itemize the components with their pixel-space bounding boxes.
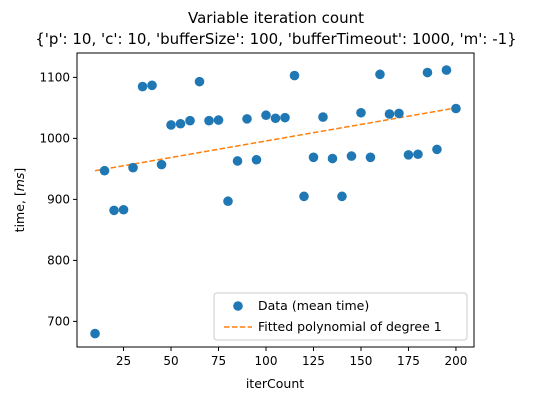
data-point	[100, 166, 110, 176]
x-tick-label: 150	[350, 354, 373, 368]
legend: Data (mean time) Fitted polynomial of de…	[214, 293, 467, 340]
data-point	[423, 68, 433, 78]
y-axis-label: time, [ms]	[12, 168, 27, 233]
data-point	[280, 113, 290, 123]
data-point	[413, 149, 423, 159]
y-tick-label: 1100	[39, 70, 70, 84]
legend-label-fit: Fitted polynomial of degree 1	[258, 319, 442, 334]
y-tick-label: 800	[47, 253, 70, 267]
x-tick-label: 175	[397, 354, 420, 368]
data-point	[233, 156, 243, 166]
data-point	[271, 113, 281, 123]
data-point	[109, 206, 119, 216]
data-point	[223, 196, 233, 206]
data-point	[347, 151, 357, 161]
chart-title: Variable iteration count	[188, 9, 364, 27]
data-point	[309, 153, 319, 163]
data-point	[90, 329, 100, 339]
data-point	[195, 77, 205, 87]
data-point	[328, 154, 338, 164]
y-axis-label-main: time, [	[12, 191, 27, 232]
y-axis-label-unit: ms	[12, 172, 27, 191]
data-point	[366, 153, 376, 163]
data-point	[119, 205, 129, 215]
data-point	[385, 109, 395, 119]
data-point	[204, 116, 214, 126]
data-point	[242, 114, 252, 124]
data-point	[166, 120, 176, 130]
data-point	[147, 81, 157, 91]
y-tick-label: 1000	[39, 131, 70, 145]
legend-label-data: Data (mean time)	[258, 298, 369, 313]
data-point	[375, 70, 385, 80]
data-point	[394, 109, 404, 119]
x-axis-label: iterCount	[246, 376, 304, 391]
x-tick-label: 125	[302, 354, 325, 368]
data-point	[176, 119, 186, 129]
data-point	[404, 150, 414, 160]
data-point	[299, 192, 309, 202]
data-point	[290, 71, 300, 81]
data-point	[261, 110, 271, 120]
y-axis-label-close: ]	[12, 168, 27, 173]
x-tick-label: 200	[445, 354, 468, 368]
chart-subtitle: {'p': 10, 'c': 10, 'bufferSize': 100, 'b…	[35, 30, 516, 48]
x-tick-label: 50	[163, 354, 178, 368]
data-point	[356, 108, 366, 118]
y-tick-label: 900	[47, 192, 70, 206]
data-point	[252, 155, 262, 165]
x-tick-label: 75	[211, 354, 226, 368]
data-point	[432, 145, 442, 155]
data-point	[337, 192, 347, 202]
data-point	[138, 82, 148, 92]
data-point	[442, 65, 452, 75]
data-point	[157, 160, 167, 170]
data-point	[318, 112, 328, 122]
legend-marker-data	[233, 301, 243, 311]
data-point	[128, 163, 138, 173]
x-tick-label: 25	[116, 354, 131, 368]
data-point	[451, 104, 461, 114]
data-point	[185, 116, 195, 126]
data-point	[214, 115, 224, 125]
x-tick-label: 100	[255, 354, 278, 368]
y-tick-label: 700	[47, 314, 70, 328]
